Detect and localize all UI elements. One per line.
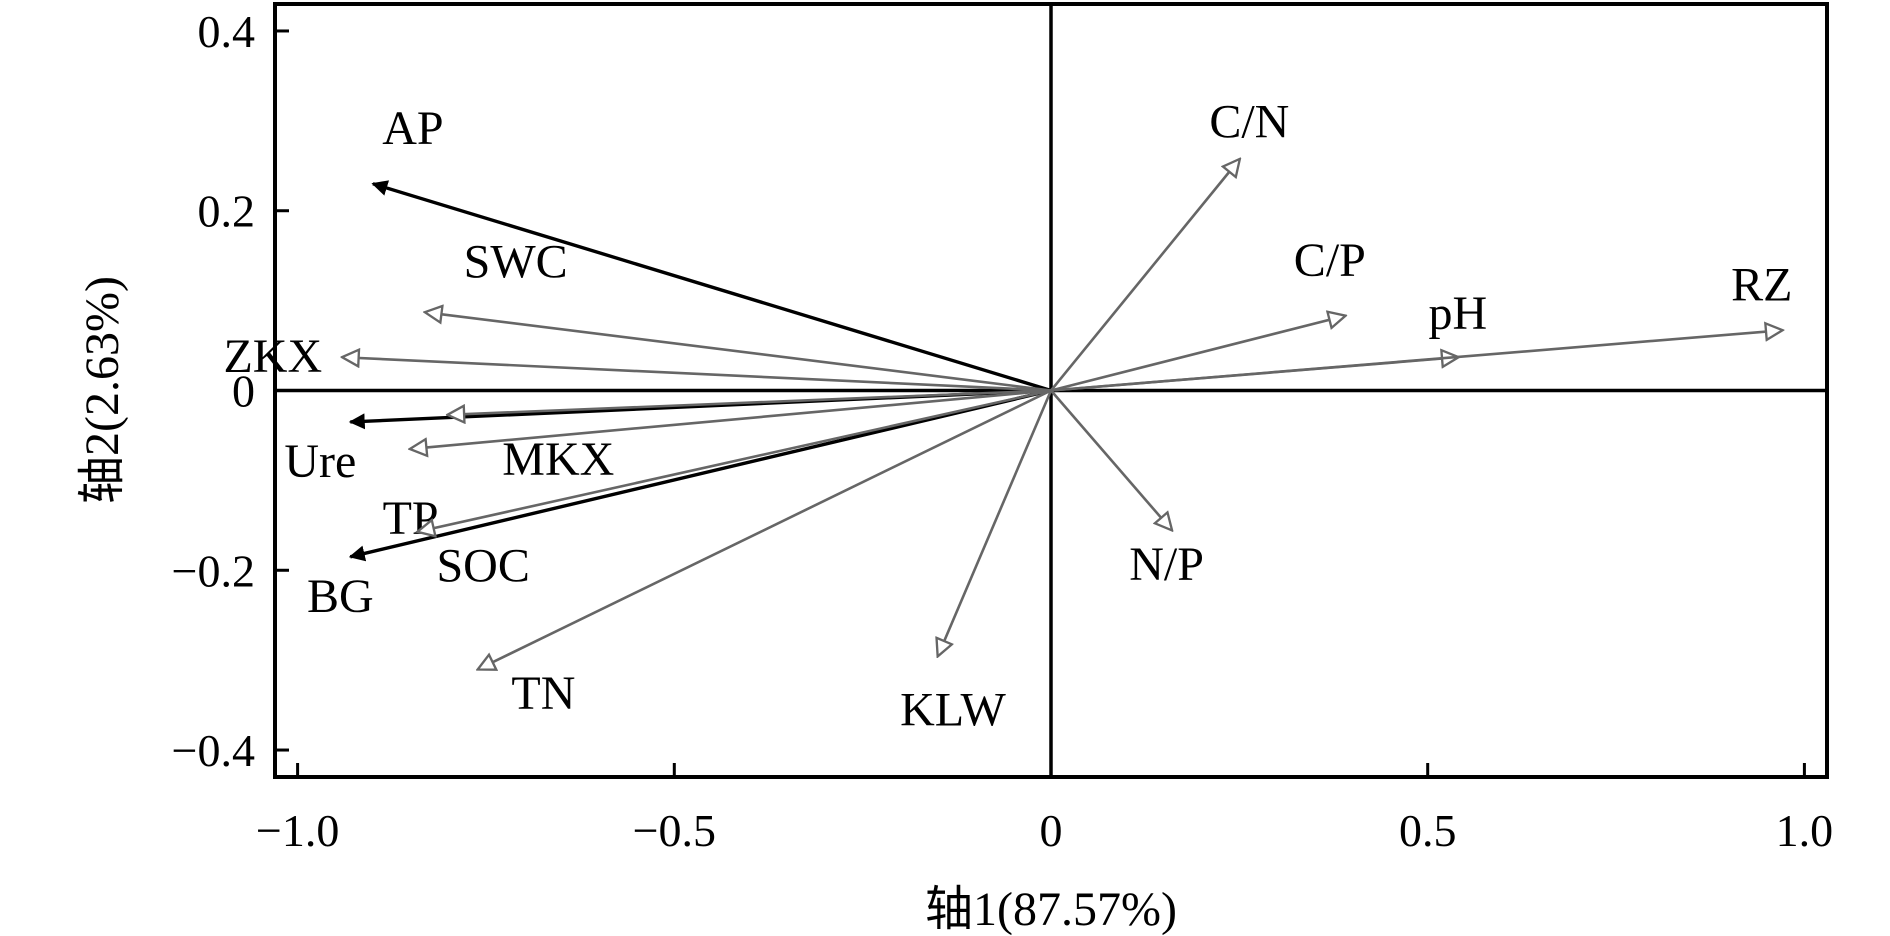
vector-label-ph: pH	[1428, 287, 1487, 340]
vector-ap	[371, 180, 1052, 393]
x-tick-label-2: 0	[1040, 805, 1063, 856]
y-tick-label-2: 0	[232, 366, 255, 417]
vector-label-tn: TN	[511, 667, 575, 720]
vector-label-ure: Ure	[284, 435, 356, 488]
vector-swc	[426, 312, 1052, 392]
vector-zkx	[343, 357, 1052, 392]
vector-klw	[938, 389, 1053, 656]
vector-tp	[411, 389, 1052, 449]
x-tick-label-4: 1.0	[1776, 805, 1834, 856]
y-axis-title: 轴2(2.63%)	[76, 276, 129, 504]
vector-label-zkx: ZKX	[223, 330, 322, 383]
vector-label-tp: TP	[383, 492, 439, 545]
vector-label-mkx: MKX	[502, 433, 614, 486]
vector-soc	[418, 389, 1052, 532]
y-tick-label-0: 0.4	[198, 6, 256, 57]
vector-label-ap: AP	[382, 102, 443, 155]
y-tick-label-3: −0.2	[172, 545, 255, 596]
vector-c-n	[1049, 159, 1239, 392]
x-axis-title: 轴1(87.57%)	[925, 883, 1177, 936]
vector-label-swc: SWC	[464, 235, 568, 288]
vector-rz	[1050, 330, 1782, 392]
axis-ticks: −1.0 −0.5 0 0.5 1.0 0.4 0.2 0 −0.2 −0.4	[172, 6, 1834, 856]
vector-tn	[478, 389, 1052, 670]
vector-label-c-n: C/N	[1209, 95, 1289, 148]
vector-c-p	[1050, 316, 1345, 392]
vector-label-bg: BG	[307, 570, 374, 623]
x-tick-label-1: −0.5	[633, 805, 716, 856]
vector-mkx	[448, 389, 1052, 415]
x-tick-label-0: −1.0	[256, 805, 339, 856]
y-tick-label-1: 0.2	[198, 186, 256, 237]
y-tick-label-4: −0.4	[172, 725, 255, 776]
vector-n-p	[1050, 389, 1172, 530]
vector-label-klw: KLW	[900, 684, 1006, 737]
vector-bg	[348, 388, 1052, 562]
vector-label-rz: RZ	[1731, 258, 1792, 311]
vector-label-soc: SOC	[436, 540, 529, 593]
vector-label-n-p: N/P	[1129, 538, 1204, 591]
vector-label-c-p: C/P	[1294, 234, 1366, 287]
x-tick-label-3: 0.5	[1399, 805, 1457, 856]
